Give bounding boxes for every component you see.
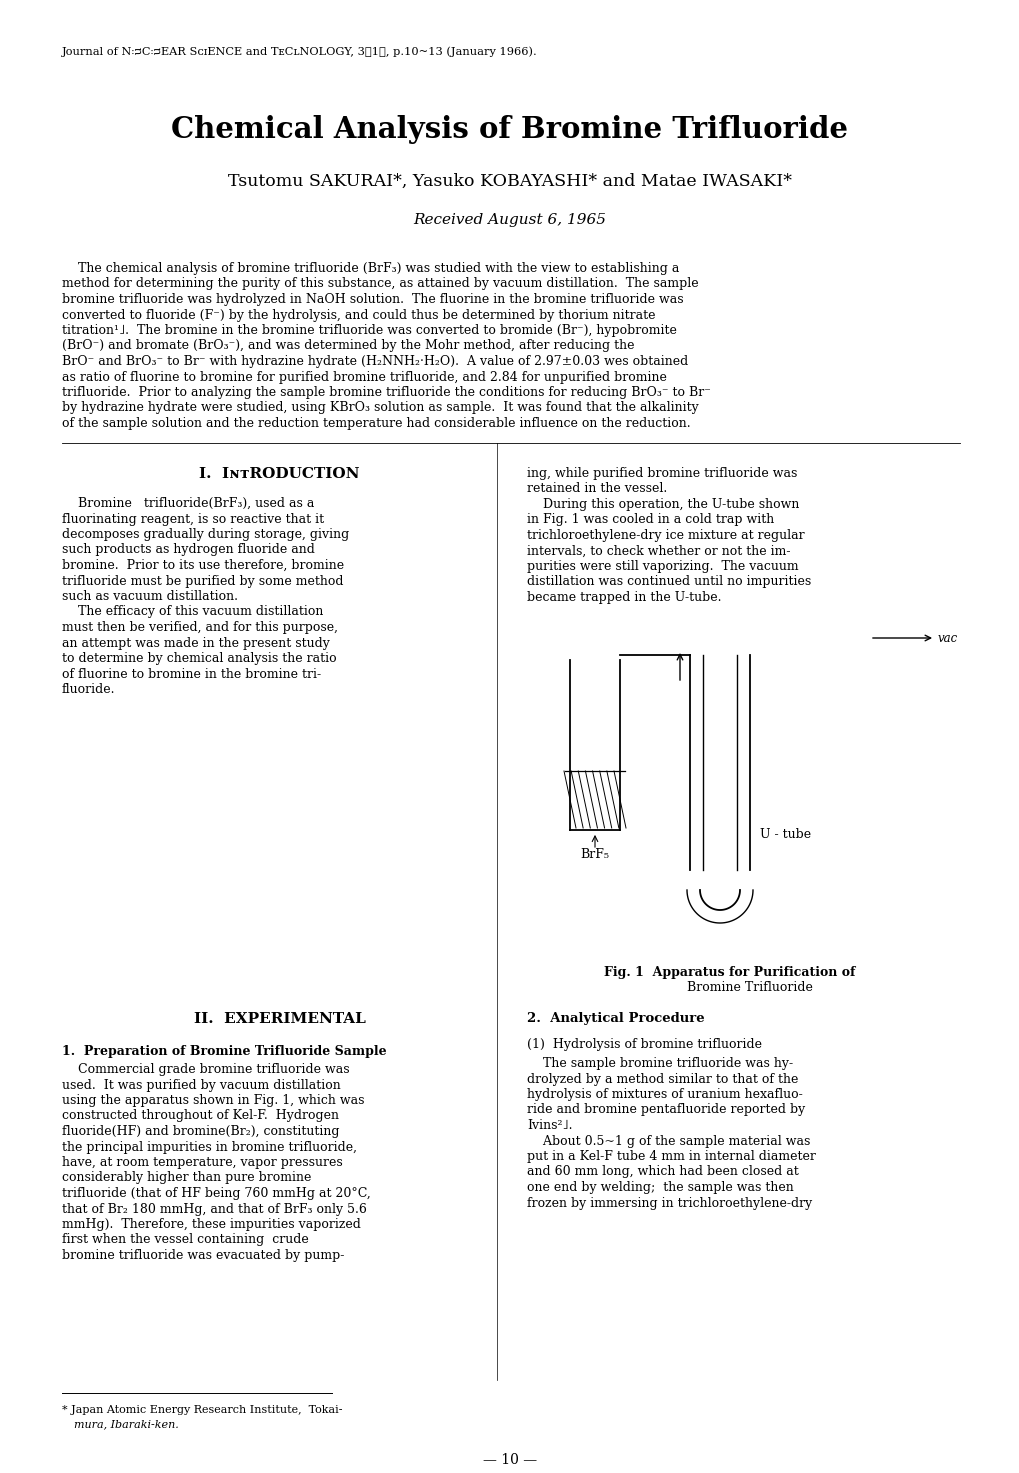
Text: During this operation, the U-tube shown: During this operation, the U-tube shown: [527, 498, 799, 511]
Text: using the apparatus shown in Fig. 1, which was: using the apparatus shown in Fig. 1, whi…: [62, 1094, 364, 1108]
Text: method for determining the purity of this substance, as attained by vacuum disti: method for determining the purity of thi…: [62, 277, 698, 290]
Text: vac: vac: [937, 632, 957, 645]
Text: (BrO⁻) and bromate (BrO₃⁻), and was determined by the Mohr method, after reducin: (BrO⁻) and bromate (BrO₃⁻), and was dete…: [62, 339, 634, 352]
Text: drolyzed by a method similar to that of the: drolyzed by a method similar to that of …: [527, 1072, 798, 1086]
Text: have, at room temperature, vapor pressures: have, at room temperature, vapor pressur…: [62, 1156, 342, 1170]
Text: bromine trifluoride was hydrolyzed in NaOH solution.  The fluorine in the bromin: bromine trifluoride was hydrolyzed in Na…: [62, 293, 683, 306]
Text: About 0.5~1 g of the sample material was: About 0.5~1 g of the sample material was: [527, 1134, 809, 1147]
Text: by hydrazine hydrate were studied, using KBrO₃ solution as sample.  It was found: by hydrazine hydrate were studied, using…: [62, 402, 698, 414]
Text: fluoride.: fluoride.: [62, 683, 115, 697]
Text: Journal of NᴞCᴞEAR SᴄɪENCE and TᴇCʟNOLOGY, 3（1）, p.10~13 (January 1966).: Journal of NᴞCᴞEAR SᴄɪENCE and TᴇCʟNOLOG…: [62, 46, 537, 56]
Text: trifluoride must be purified by some method: trifluoride must be purified by some met…: [62, 574, 343, 588]
Text: converted to fluoride (F⁻) by the hydrolysis, and could thus be determined by th: converted to fluoride (F⁻) by the hydrol…: [62, 308, 655, 321]
Text: Tsutomu SAKURAI*, Yasuko KOBAYASHI* and Matae IWASAKI*: Tsutomu SAKURAI*, Yasuko KOBAYASHI* and …: [228, 172, 791, 190]
Text: one end by welding;  the sample was then: one end by welding; the sample was then: [527, 1181, 793, 1195]
Text: fluoride(HF) and bromine(Br₂), constituting: fluoride(HF) and bromine(Br₂), constitut…: [62, 1125, 339, 1139]
Text: such products as hydrogen fluoride and: such products as hydrogen fluoride and: [62, 544, 315, 557]
Text: of fluorine to bromine in the bromine tri-: of fluorine to bromine in the bromine tr…: [62, 667, 321, 681]
Text: * Japan Atomic Energy Research Institute,  Tokai-: * Japan Atomic Energy Research Institute…: [62, 1405, 342, 1416]
Text: put in a Kel-F tube 4 mm in internal diameter: put in a Kel-F tube 4 mm in internal dia…: [527, 1150, 815, 1164]
Text: ing, while purified bromine trifluoride was: ing, while purified bromine trifluoride …: [527, 467, 797, 480]
Text: of the sample solution and the reduction temperature had considerable influence : of the sample solution and the reduction…: [62, 417, 690, 430]
Text: BrF₅: BrF₅: [580, 848, 609, 862]
Text: trifluoride.  Prior to analyzing the sample bromine trifluoride the conditions f: trifluoride. Prior to analyzing the samp…: [62, 386, 710, 399]
Text: must then be verified, and for this purpose,: must then be verified, and for this purp…: [62, 622, 337, 633]
Text: hydrolysis of mixtures of uranium hexafluo-: hydrolysis of mixtures of uranium hexafl…: [527, 1089, 802, 1100]
Text: and 60 mm long, which had been closed at: and 60 mm long, which had been closed at: [527, 1165, 798, 1178]
Text: The sample bromine trifluoride was hy-: The sample bromine trifluoride was hy-: [527, 1058, 793, 1069]
Text: retained in the vessel.: retained in the vessel.: [527, 483, 666, 495]
Text: in Fig. 1 was cooled in a cold trap with: in Fig. 1 was cooled in a cold trap with: [527, 514, 773, 526]
Text: ride and bromine pentafluoride reported by: ride and bromine pentafluoride reported …: [527, 1103, 804, 1117]
Text: mmHg).  Therefore, these impurities vaporized: mmHg). Therefore, these impurities vapor…: [62, 1218, 361, 1231]
Text: mura, Ibaraki-ken.: mura, Ibaraki-ken.: [74, 1418, 178, 1429]
Text: Ivins²˩.: Ivins²˩.: [527, 1119, 572, 1131]
Text: Bromine Trifluoride: Bromine Trifluoride: [687, 981, 812, 994]
Text: the principal impurities in bromine trifluoride,: the principal impurities in bromine trif…: [62, 1140, 357, 1153]
Text: U - tube: U - tube: [759, 828, 810, 841]
Text: purities were still vaporizing.  The vacuum: purities were still vaporizing. The vacu…: [527, 560, 798, 573]
Text: fluorinating reagent, is so reactive that it: fluorinating reagent, is so reactive tha…: [62, 513, 324, 526]
Text: as ratio of fluorine to bromine for purified bromine trifluoride, and 2.84 for u: as ratio of fluorine to bromine for puri…: [62, 371, 666, 383]
Text: I.  IɴᴛRODUCTION: I. IɴᴛRODUCTION: [199, 467, 360, 482]
Text: 1.  Preparation of Bromine Trifluoride Sample: 1. Preparation of Bromine Trifluoride Sa…: [62, 1044, 386, 1058]
Text: considerably higher than pure bromine: considerably higher than pure bromine: [62, 1171, 311, 1184]
Text: — 10 —: — 10 —: [482, 1452, 537, 1467]
Text: The chemical analysis of bromine trifluoride (BrF₃) was studied with the view to: The chemical analysis of bromine trifluo…: [62, 262, 679, 275]
Text: an attempt was made in the present study: an attempt was made in the present study: [62, 636, 329, 650]
Text: bromine.  Prior to its use therefore, bromine: bromine. Prior to its use therefore, bro…: [62, 558, 343, 572]
Text: frozen by immersing in trichloroethylene-dry: frozen by immersing in trichloroethylene…: [527, 1196, 811, 1209]
Text: (1)  Hydrolysis of bromine trifluoride: (1) Hydrolysis of bromine trifluoride: [527, 1038, 761, 1052]
Text: distillation was continued until no impurities: distillation was continued until no impu…: [527, 576, 810, 589]
Text: that of Br₂ 180 mmHg, and that of BrF₃ only 5.6: that of Br₂ 180 mmHg, and that of BrF₃ o…: [62, 1202, 367, 1215]
Text: Fig. 1  Apparatus for Purification of: Fig. 1 Apparatus for Purification of: [603, 966, 855, 980]
Text: BrO⁻ and BrO₃⁻ to Br⁻ with hydrazine hydrate (H₂NNH₂·H₂O).  A value of 2.97±0.03: BrO⁻ and BrO₃⁻ to Br⁻ with hydrazine hyd…: [62, 355, 688, 368]
Text: decomposes gradually during storage, giving: decomposes gradually during storage, giv…: [62, 527, 348, 541]
Text: Received August 6, 1965: Received August 6, 1965: [413, 214, 606, 227]
Text: to determine by chemical analysis the ratio: to determine by chemical analysis the ra…: [62, 653, 336, 664]
Text: intervals, to check whether or not the im-: intervals, to check whether or not the i…: [527, 545, 790, 557]
Text: became trapped in the U-tube.: became trapped in the U-tube.: [527, 591, 720, 604]
Text: The efficacy of this vacuum distillation: The efficacy of this vacuum distillation: [62, 605, 323, 619]
Text: bromine trifluoride was evacuated by pump-: bromine trifluoride was evacuated by pum…: [62, 1249, 344, 1262]
Text: Bromine   trifluoride(BrF₃), used as a: Bromine trifluoride(BrF₃), used as a: [62, 496, 314, 510]
Text: 2.  Analytical Procedure: 2. Analytical Procedure: [527, 1012, 704, 1025]
Text: constructed throughout of Kel-F.  Hydrogen: constructed throughout of Kel-F. Hydroge…: [62, 1109, 338, 1122]
Text: II.  EXPERIMENTAL: II. EXPERIMENTAL: [194, 1012, 365, 1027]
Text: used.  It was purified by vacuum distillation: used. It was purified by vacuum distilla…: [62, 1078, 340, 1091]
Text: first when the vessel containing  crude: first when the vessel containing crude: [62, 1233, 309, 1246]
Text: titration¹˩.  The bromine in the bromine trifluoride was converted to bromide (B: titration¹˩. The bromine in the bromine …: [62, 324, 677, 337]
Text: Chemical Analysis of Bromine Trifluoride: Chemical Analysis of Bromine Trifluoride: [171, 115, 848, 144]
Text: trifluoride (that of HF being 760 mmHg at 20°C,: trifluoride (that of HF being 760 mmHg a…: [62, 1187, 370, 1200]
Text: trichloroethylene-dry ice mixture at regular: trichloroethylene-dry ice mixture at reg…: [527, 529, 804, 542]
Text: such as vacuum distillation.: such as vacuum distillation.: [62, 591, 237, 602]
Text: Commercial grade bromine trifluoride was: Commercial grade bromine trifluoride was: [62, 1064, 350, 1075]
